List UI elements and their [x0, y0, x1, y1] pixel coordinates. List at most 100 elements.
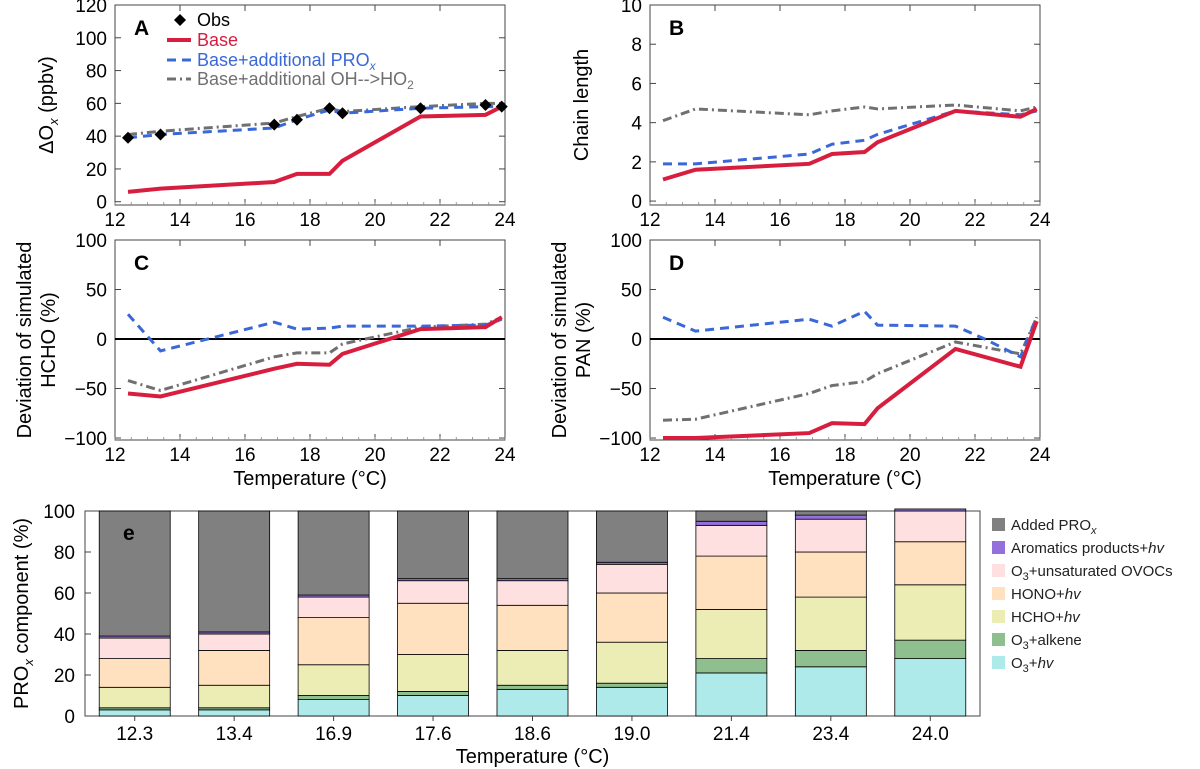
bar-segment-o3-alkene — [894, 639, 967, 660]
panel-e: 12.3 13.4 16.9 17.6 18.6 19.0 21.4 23.4 24.0 0 20 4… — [11, 502, 1173, 768]
bar-segment-hono — [894, 541, 967, 586]
x-tick-label: 16 — [769, 210, 790, 231]
x-tick-label: 22 — [429, 445, 450, 466]
legend-swatch-o3-hv — [992, 656, 1005, 669]
legend-label-o3-hv: O3+hv — [1011, 655, 1055, 675]
bar-segment-hono — [695, 555, 768, 610]
x-tick-label: 16 — [234, 445, 255, 466]
x-tick-label: 22 — [429, 210, 450, 231]
legend-label-main: Aromatics products+ — [1011, 540, 1148, 557]
series-line-base — [663, 320, 1039, 441]
legend-swatch-o3-unsat-ovocs — [992, 564, 1005, 577]
y-axis-label-2: PAN (%) — [573, 302, 595, 378]
legend-label-tail: hv — [1065, 586, 1082, 603]
obs-point — [291, 113, 303, 126]
legend-swatch-hcho — [992, 610, 1005, 623]
x-tick-label: 16 — [769, 445, 790, 466]
bar-segment-hcho — [198, 684, 271, 709]
y-tick-label: −50 — [610, 380, 642, 401]
x-tick-label: 18 — [299, 210, 320, 231]
legend-swatch-o3-alkene — [992, 633, 1005, 646]
legend-oh-label: Base+additional OH-->HO2 — [197, 69, 414, 92]
legend-label-tail: hv — [1064, 609, 1081, 626]
bar-segment-o3-unsat-ovocs — [695, 524, 768, 557]
bar-segment-o3-unsat-ovocs — [894, 510, 967, 543]
y-tick-label: 4 — [631, 114, 642, 135]
y-tick-label: 6 — [631, 74, 642, 95]
bar-segment-hcho — [397, 654, 469, 692]
panel-letter: C — [134, 252, 149, 275]
legend-label-sub: 3 — [1023, 640, 1029, 652]
y-tick-label: 50 — [621, 281, 642, 302]
x-tick-label: 12.3 — [116, 724, 153, 745]
obs-point — [414, 102, 427, 115]
series-line-base — [127, 315, 503, 399]
legend-label-tail: +unsaturated OVOCs — [1029, 563, 1173, 580]
legend-label-tail: + — [1029, 655, 1038, 672]
y-tick-label: 2 — [631, 153, 642, 174]
bar-segment-added-prox — [596, 510, 668, 563]
bar-segment-hono — [98, 658, 171, 688]
y-tick-label: 80 — [86, 62, 107, 83]
panel-c: 12 14 16 18 20 22 24 −100 −50 0 50 100 C Deviation of… — [14, 231, 516, 490]
x-axis-label: Temperature (°C) — [768, 468, 922, 490]
x-tick-label: 14 — [169, 445, 191, 466]
bar-segment-o3-alkene — [596, 682, 668, 688]
y-tick-label: −100 — [599, 429, 642, 450]
y-axis-label-unit: (ppbv) — [36, 56, 58, 118]
legend-label-added-prox: Added PROx — [1011, 517, 1097, 537]
bar-segment-o3-hv — [297, 699, 370, 717]
y-axis-label: Chain length — [571, 49, 593, 161]
x-tick-label: 24 — [1029, 445, 1051, 466]
series-line-oh — [662, 316, 1039, 422]
x-tick-label: 18 — [834, 445, 855, 466]
bar-segment-hono — [198, 650, 271, 686]
bar-segment-hono — [496, 604, 569, 651]
obs-point — [336, 107, 349, 120]
y-axis-label-main: ΔO — [36, 125, 58, 154]
bar-segment-o3-hv — [894, 658, 967, 717]
legend-swatch-added-prox — [992, 518, 1005, 531]
y-axis-label-sub: x — [21, 659, 36, 667]
y-axis-label: ΔOx (ppbv) — [36, 56, 61, 154]
panel-letter: B — [669, 17, 684, 40]
x-tick-label: 12 — [639, 210, 660, 231]
x-tick-label: 12 — [104, 445, 125, 466]
legend-pro-sub: x — [369, 59, 377, 73]
bar-segment-hcho — [596, 641, 668, 684]
panel-letter: D — [669, 252, 684, 275]
bar-segment-aromatics — [695, 520, 768, 526]
series-line-pro — [127, 105, 502, 140]
bar-segment-added-prox — [297, 510, 370, 596]
legend-obs-marker — [174, 14, 186, 26]
bar-segment-o3-unsat-ovocs — [596, 563, 668, 594]
x-tick-label: 24 — [494, 210, 516, 231]
bar-segment-o3-hv — [198, 709, 271, 717]
x-tick-label: 20 — [364, 210, 385, 231]
bar-segment-o3-hv — [794, 666, 867, 717]
series-line-pro — [126, 313, 503, 353]
y-tick-label: 100 — [610, 231, 642, 252]
legend-label-main: O — [1011, 655, 1023, 672]
legend-label-main: O — [1011, 563, 1023, 580]
obs-point — [479, 99, 492, 111]
y-tick-label: 100 — [75, 231, 107, 252]
series-line-pro — [662, 309, 1039, 359]
obs-point — [323, 102, 336, 115]
legend-top: Obs Base Base+additional PROx Base+addit… — [167, 10, 414, 92]
x-tick-label: 14 — [169, 210, 191, 231]
series-line-base — [662, 107, 1038, 182]
x-tick-label: 23.4 — [812, 724, 849, 745]
bar-segment-hono — [794, 551, 867, 598]
x-tick-label: 21.4 — [713, 724, 750, 745]
x-tick-label: 16 — [234, 210, 255, 231]
bar-segment-o3-hv — [397, 695, 469, 717]
legend-label-sub: x — [1090, 525, 1097, 537]
bar-segment-hono — [397, 602, 469, 655]
y-tick-label: 10 — [621, 0, 642, 17]
obs-point — [268, 118, 281, 131]
bar-segment-o3-unsat-ovocs — [98, 637, 171, 659]
bar-segment-o3-alkene — [794, 650, 867, 668]
legend-label-main: Added PRO — [1011, 517, 1091, 534]
bar-segment-hono — [297, 617, 370, 666]
